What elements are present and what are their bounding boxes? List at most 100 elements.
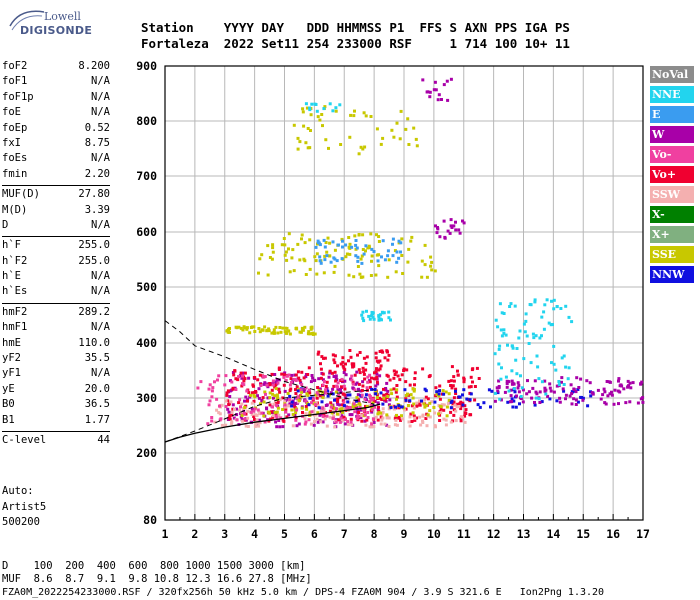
echo-point xyxy=(404,397,408,401)
param-label: foF2 xyxy=(2,60,28,72)
echo-point xyxy=(295,385,299,389)
echo-point xyxy=(334,379,338,383)
echo-point xyxy=(473,385,477,388)
echo-point xyxy=(505,382,509,385)
param-label: C-level xyxy=(2,433,47,446)
echo-point xyxy=(499,398,503,402)
echo-point xyxy=(368,380,372,384)
echo-point xyxy=(628,400,632,404)
echo-point xyxy=(327,146,330,150)
echo-point xyxy=(366,380,370,384)
echo-point xyxy=(304,102,308,106)
echo-point xyxy=(469,385,473,389)
echo-point xyxy=(429,255,433,259)
param-value: 44 xyxy=(97,433,110,446)
echo-point xyxy=(344,373,348,377)
echo-point xyxy=(312,409,316,413)
echo-point xyxy=(275,378,279,382)
echo-point xyxy=(357,368,361,372)
x-tick-label: 8 xyxy=(371,527,378,541)
echo-point xyxy=(525,392,529,396)
echo-point xyxy=(383,356,387,360)
echo-point xyxy=(347,236,351,239)
echo-point xyxy=(360,419,364,423)
profile-curve xyxy=(164,403,381,443)
echo-point xyxy=(277,419,281,422)
echo-point xyxy=(454,392,458,395)
echo-point xyxy=(334,390,338,394)
echo-point xyxy=(271,392,275,396)
echo-point xyxy=(537,397,541,401)
echo-point xyxy=(364,423,368,427)
echo-point xyxy=(288,389,292,393)
echo-point xyxy=(363,397,367,401)
echo-point xyxy=(364,368,368,372)
echo-point xyxy=(309,113,313,117)
echo-point xyxy=(386,374,390,378)
param-row: fxI 8.75 xyxy=(2,137,110,152)
echo-point xyxy=(533,403,537,407)
echo-point xyxy=(397,404,401,408)
echo-point xyxy=(285,331,289,335)
param-label: yF2 xyxy=(2,352,21,365)
echo-point xyxy=(350,413,354,417)
echo-point xyxy=(336,243,340,247)
echo-point xyxy=(332,358,336,362)
echo-point xyxy=(548,382,552,386)
echo-point xyxy=(298,258,302,262)
echo-point xyxy=(257,424,261,428)
echo-point xyxy=(271,379,275,383)
echo-point xyxy=(226,389,230,393)
echo-point xyxy=(434,425,437,429)
param-value: 0.52 xyxy=(84,121,110,134)
echo-point xyxy=(323,258,327,262)
echo-point xyxy=(233,369,237,373)
echo-point xyxy=(243,417,247,421)
param-row: h`Es N/A xyxy=(2,285,110,300)
echo-point xyxy=(386,415,390,419)
echo-point xyxy=(281,396,285,400)
param-value: 110.0 xyxy=(78,336,110,349)
echo-point xyxy=(355,246,359,250)
echo-point xyxy=(303,325,307,329)
echo-point xyxy=(455,402,459,406)
echo-point xyxy=(622,387,626,391)
echo-point xyxy=(258,421,262,425)
echo-point xyxy=(377,411,381,415)
echo-point xyxy=(259,402,262,406)
echo-point xyxy=(353,410,357,414)
echo-point xyxy=(252,409,256,413)
echo-point xyxy=(366,375,370,379)
echo-point xyxy=(462,376,466,380)
param-value: 1.77 xyxy=(84,413,110,426)
echo-point xyxy=(425,404,428,408)
echo-point xyxy=(351,363,354,367)
echo-point xyxy=(252,415,256,418)
x-tick-label: 2 xyxy=(191,527,198,541)
echo-point xyxy=(251,391,254,395)
echo-point xyxy=(294,327,298,330)
echo-point xyxy=(299,381,303,385)
echo-point xyxy=(631,381,635,385)
echo-point xyxy=(333,425,337,429)
echo-point xyxy=(434,224,437,228)
echo-point xyxy=(271,250,275,254)
echo-point xyxy=(271,243,275,247)
echo-point xyxy=(274,420,278,424)
echo-point xyxy=(325,380,329,384)
echo-point xyxy=(371,417,375,421)
echo-point xyxy=(292,123,296,127)
echo-point xyxy=(282,375,286,379)
echo-point xyxy=(452,379,456,383)
echo-point xyxy=(275,425,279,429)
echo-point xyxy=(401,272,405,275)
echo-point xyxy=(244,395,248,399)
echo-point xyxy=(320,355,324,359)
echo-point xyxy=(325,254,329,258)
echo-point xyxy=(319,362,322,366)
echo-point xyxy=(340,237,344,241)
echo-point xyxy=(337,393,341,397)
echo-point xyxy=(526,379,529,383)
echo-point xyxy=(336,385,340,389)
echo-point xyxy=(365,418,369,422)
